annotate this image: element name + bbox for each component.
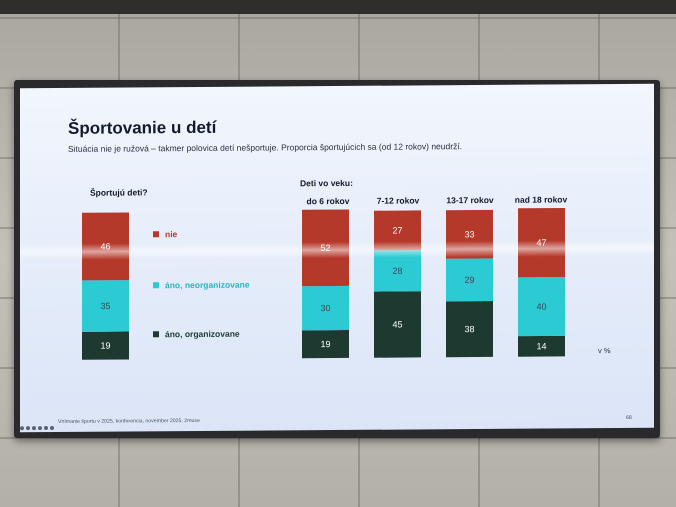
bar-1-3-neorganizovane (518, 277, 565, 337)
bar-label-1-1-organizovane: 45 (392, 319, 402, 329)
toolbar-zoom-icon[interactable] (38, 426, 42, 431)
bar-1-0-organizovane (302, 329, 349, 359)
bar-label-1-2-organizovane: 38 (464, 324, 474, 334)
toolbar-next-icon[interactable] (26, 426, 30, 431)
bar-0-0-organizovane (82, 331, 129, 360)
bar-1-0-neorganizovane (302, 285, 349, 331)
page-number: 68 (626, 414, 632, 421)
bar-1-1-nie (374, 210, 421, 251)
bar-1-1-organizovane (374, 291, 421, 358)
toolbar-pen-icon[interactable] (32, 426, 36, 431)
bar-label-1-2-nie: 33 (464, 229, 474, 239)
toolbar-more-icon[interactable] (50, 425, 54, 431)
bar-label-1-3-neorganizovane: 40 (536, 302, 546, 312)
unit-label: v % (598, 346, 611, 356)
bar-0-0-neorganizovane (82, 280, 129, 332)
bar-label-1-3-organizovane: 14 (536, 341, 546, 351)
toolbar-grid-icon[interactable] (44, 426, 48, 431)
bar-label-1-1-nie: 27 (392, 225, 402, 235)
bar-label-1-1-neorganizovane: 28 (392, 266, 402, 276)
toolbar-prev-icon[interactable] (20, 426, 24, 431)
monitor-screen: Športovanie u detí Situácia nie je ružov… (20, 83, 654, 433)
ceiling-strip (0, 0, 676, 14)
bar-label-1-2-neorganizovane: 29 (464, 275, 474, 285)
bar-1-1-neorganizovane (374, 250, 421, 292)
presentation-toolbar[interactable] (20, 425, 54, 431)
bar-1-3-organizovane (518, 335, 565, 357)
bar-label-0-0-neorganizovane: 35 (100, 301, 110, 311)
bar-label-0-0-organizovane: 19 (100, 341, 110, 351)
bar-1-2-organizovane (446, 301, 493, 358)
bar-1-2-neorganizovane (446, 258, 493, 302)
bar-label-1-0-organizovane: 19 (320, 339, 330, 349)
slide-footer: Vnímanie športu v 2025, konferencia, nov… (58, 417, 200, 425)
bar-label-1-0-neorganizovane: 30 (320, 303, 330, 313)
